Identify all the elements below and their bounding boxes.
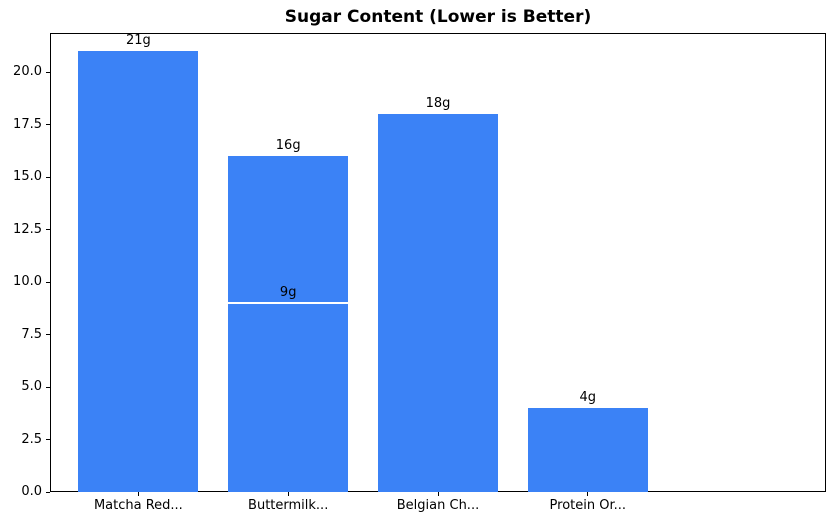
y-tick-label: 20.0 (13, 64, 42, 80)
y-tick-label: 15.0 (13, 169, 42, 185)
secondary-bar-value-label: 9g (279, 285, 297, 301)
bar (378, 114, 498, 492)
y-tick-mark (46, 124, 50, 126)
y-tick-mark (46, 439, 50, 440)
y-tick-label: 17.5 (13, 116, 42, 132)
bar (228, 156, 349, 492)
y-tick-mark (46, 334, 50, 336)
y-tick-label: 12.5 (13, 221, 42, 237)
x-tick-label: Matcha Red... (93, 498, 183, 513)
x-tick-label: Protein Or... (549, 498, 627, 513)
y-tick-label: 0.0 (21, 484, 42, 499)
y-tick-mark (46, 176, 50, 178)
bar (78, 51, 199, 492)
bar-value-label: 21g (125, 33, 151, 49)
bar-value-label: 4g (579, 390, 597, 405)
plot-area: 21g 16g 18g 4g 9g (50, 33, 826, 492)
y-tick-mark (46, 491, 50, 493)
y-tick-label: 5.0 (21, 379, 42, 394)
x-tick-label: Buttermilk... (248, 498, 329, 513)
x-tick-mark (437, 492, 439, 496)
bar-value-label: 16g (275, 138, 301, 154)
y-tick-label: 2.5 (21, 431, 42, 447)
x-tick-mark (287, 492, 289, 496)
x-tick-label: Belgian Ch... (396, 498, 480, 513)
y-tick-mark (46, 229, 50, 231)
y-tick-mark (46, 71, 50, 73)
chart-title: Sugar Content (Lower is Better) (284, 7, 592, 27)
bar (527, 408, 648, 492)
secondary-bar-top-edge (228, 302, 349, 305)
y-tick-mark (46, 281, 50, 283)
x-tick-mark (587, 492, 589, 496)
x-tick-mark (137, 492, 139, 496)
y-tick-label: 7.5 (21, 326, 42, 342)
bar-value-label: 18g (425, 96, 451, 112)
y-tick-mark (46, 386, 50, 388)
y-tick-label: 10.0 (13, 274, 42, 290)
